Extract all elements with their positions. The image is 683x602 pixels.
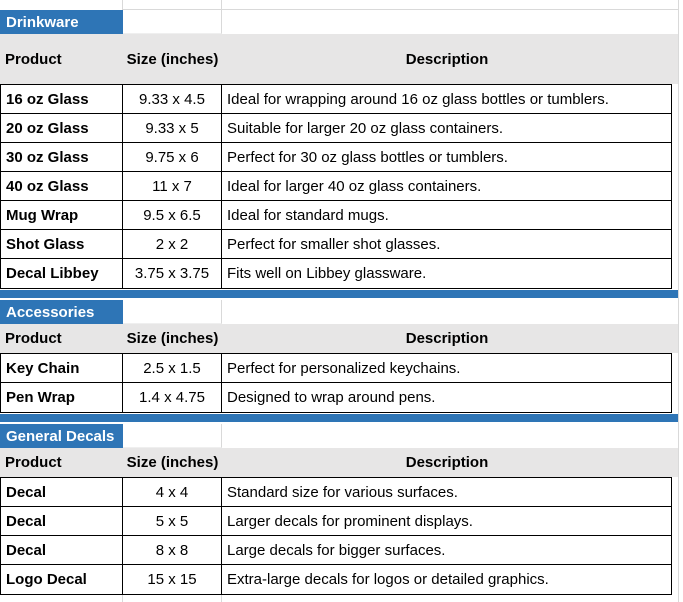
description-cell: Ideal for larger 40 oz glass containers.: [227, 177, 482, 195]
size-cell: 9.5 x 6.5: [123, 201, 222, 229]
column-header-size: Size (inches): [126, 50, 219, 68]
product-cell: Decal: [1, 536, 123, 564]
product-cell: Decal Libbey: [1, 259, 123, 288]
description-cell: Ideal for standard mugs.: [227, 206, 389, 224]
section-separator-strip: [0, 414, 678, 422]
size-cell: 8 x 8: [123, 536, 222, 564]
size-cell: 9.33 x 5: [123, 114, 222, 142]
product-cell: Decal: [1, 507, 123, 535]
size-cell: 1.4 x 4.75: [123, 383, 222, 412]
product-cell: Logo Decal: [1, 565, 123, 594]
product-cell: Decal: [1, 478, 123, 506]
title-filler-cell: [222, 424, 678, 448]
description-cell: Larger decals for prominent displays.: [227, 512, 473, 530]
table-row: 20 oz Glass 9.33 x 5 Suitable for larger…: [1, 114, 671, 143]
description-cell: Fits well on Libbey glassware.: [227, 265, 427, 282]
description-cell: Suitable for larger 20 oz glass containe…: [227, 119, 503, 137]
table-row: 16 oz Glass 9.33 x 4.5 Ideal for wrappin…: [1, 85, 671, 114]
section-separator-strip: [0, 290, 678, 298]
table-row: 40 oz Glass 11 x 7 Ideal for larger 40 o…: [1, 172, 671, 201]
sheet-right-gridline: [678, 0, 679, 602]
description-cell: Perfect for personalized keychains.: [227, 359, 461, 377]
spacer-cell: [123, 0, 222, 10]
table-row: Shot Glass 2 x 2 Perfect for smaller sho…: [1, 230, 671, 259]
product-cell: Mug Wrap: [1, 201, 123, 229]
size-cell: 3.75 x 3.75: [123, 259, 222, 288]
product-cell: Key Chain: [1, 354, 123, 382]
size-cell: 9.75 x 6: [123, 143, 222, 171]
column-header-product: Product: [5, 330, 62, 347]
table-row: Decal 4 x 4 Standard size for various su…: [1, 478, 671, 507]
section-title-row-accessories: Accessories: [0, 300, 678, 324]
description-cell: Perfect for 30 oz glass bottles or tumbl…: [227, 148, 508, 166]
column-header-product: Product: [5, 454, 62, 471]
spacer-cell: [0, 0, 123, 10]
accessories-table: Key Chain 2.5 x 1.5 Perfect for personal…: [0, 353, 672, 413]
size-cell: 11 x 7: [123, 172, 222, 200]
section-title-general-decals: General Decals: [0, 424, 123, 448]
table-row: Decal 5 x 5 Larger decals for prominent …: [1, 507, 671, 536]
product-cell: 30 oz Glass: [1, 143, 123, 171]
column-header-description: Description: [405, 454, 489, 471]
column-header-row-accessories: Product Size (inches) Description: [0, 324, 678, 353]
section-title-drinkware: Drinkware: [0, 10, 123, 34]
description-cell: Designed to wrap around pens.: [227, 389, 436, 406]
size-cell: 5 x 5: [123, 507, 222, 535]
description-cell: Extra-large decals for logos or detailed…: [227, 571, 549, 588]
product-cell: 20 oz Glass: [1, 114, 123, 142]
section-title-row-drinkware: Drinkware: [0, 10, 678, 34]
table-row: Mug Wrap 9.5 x 6.5 Ideal for standard mu…: [1, 201, 671, 230]
table-row: Logo Decal 15 x 15 Extra-large decals fo…: [1, 565, 671, 594]
top-margin-row: [0, 0, 678, 10]
table-row: Decal 8 x 8 Large decals for bigger surf…: [1, 536, 671, 565]
size-cell: 2 x 2: [123, 230, 222, 258]
description-cell: Ideal for wrapping around 16 oz glass bo…: [227, 90, 609, 108]
product-cell: 40 oz Glass: [1, 172, 123, 200]
size-cell: 9.33 x 4.5: [123, 85, 222, 113]
size-cell: 2.5 x 1.5: [123, 354, 222, 382]
description-cell: Perfect for smaller shot glasses.: [227, 235, 441, 253]
drinkware-table: 16 oz Glass 9.33 x 4.5 Ideal for wrappin…: [0, 84, 672, 289]
product-cell: 16 oz Glass: [1, 85, 123, 113]
title-filler-cell: [123, 300, 222, 324]
column-header-size: Size (inches): [126, 330, 219, 347]
size-cell: 15 x 15: [123, 565, 222, 594]
size-cell: 4 x 4: [123, 478, 222, 506]
title-filler-cell: [222, 10, 678, 34]
table-row: Decal Libbey 3.75 x 3.75 Fits well on Li…: [1, 259, 671, 288]
spacer-cell: [222, 595, 678, 602]
description-cell: Large decals for bigger surfaces.: [227, 541, 446, 559]
title-filler-cell: [222, 300, 678, 324]
table-row: 30 oz Glass 9.75 x 6 Perfect for 30 oz g…: [1, 143, 671, 172]
bottom-margin-row: [0, 595, 678, 602]
title-filler-cell: [123, 424, 222, 448]
section-title-accessories: Accessories: [0, 300, 123, 324]
column-header-size: Size (inches): [126, 454, 219, 471]
table-row: Key Chain 2.5 x 1.5 Perfect for personal…: [1, 354, 671, 383]
product-cell: Shot Glass: [1, 230, 123, 258]
description-cell: Standard size for various surfaces.: [227, 483, 458, 501]
column-header-row-general-decals: Product Size (inches) Description: [0, 448, 678, 477]
table-row: Pen Wrap 1.4 x 4.75 Designed to wrap aro…: [1, 383, 671, 412]
product-cell: Pen Wrap: [1, 383, 123, 412]
column-header-product: Product: [5, 50, 62, 68]
title-filler-cell: [123, 10, 222, 34]
spacer-cell: [123, 595, 222, 602]
column-header-row-drinkware: Product Size (inches) Description: [0, 34, 678, 84]
column-header-description: Description: [405, 50, 489, 68]
column-header-description: Description: [405, 330, 489, 347]
spacer-cell: [0, 595, 123, 602]
general-decals-table: Decal 4 x 4 Standard size for various su…: [0, 477, 672, 595]
section-title-row-general-decals: General Decals: [0, 424, 678, 448]
spacer-cell: [222, 0, 678, 10]
